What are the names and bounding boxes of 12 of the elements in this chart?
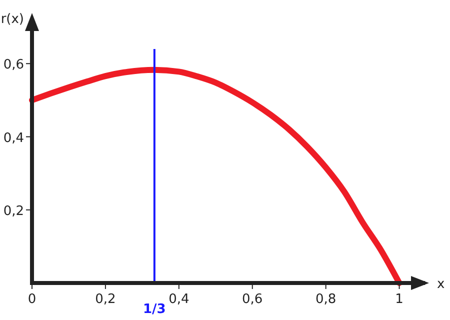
x-tick-label: 1: [395, 292, 404, 307]
y-tick-label: 0,4: [3, 130, 24, 146]
x-tick-label: 0,2: [95, 292, 116, 307]
x-tick-label: 0: [28, 292, 36, 307]
x-tick-label: 0,6: [242, 292, 263, 307]
text: 1/3: [143, 302, 166, 317]
x-tick-label: 0,4: [168, 292, 190, 307]
y-tick-label: 0,6: [3, 58, 24, 73]
y-axis-title: r(x): [0, 12, 24, 27]
x-axis-title: x: [437, 277, 445, 292]
y-tick-label: 0,2: [3, 204, 24, 219]
x-tick-label: 0,8: [315, 292, 336, 307]
